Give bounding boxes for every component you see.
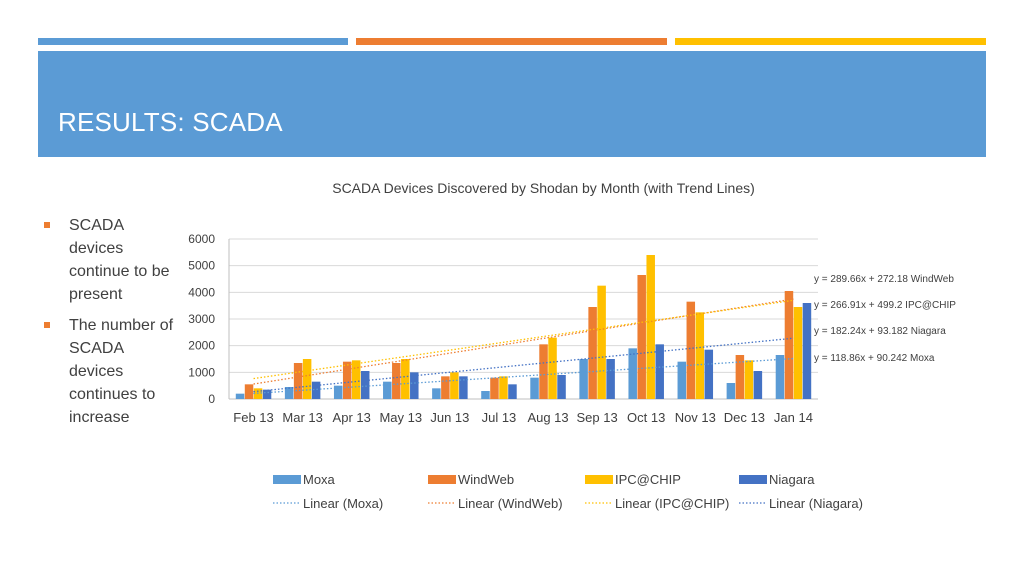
y-tick-label: 5000: [188, 259, 215, 273]
slide-title: RESULTS: SCADA: [58, 107, 283, 137]
y-tick-label: 1000: [188, 365, 215, 379]
bar-niagara: [508, 384, 517, 399]
bar-ipc-chip: [744, 360, 754, 399]
bar-moxa: [775, 355, 785, 399]
legend-label: Moxa: [303, 472, 336, 487]
x-tick-label: May 13: [379, 410, 422, 425]
bullet-item: The number of SCADA devices continues to…: [44, 314, 174, 429]
bar-moxa: [579, 359, 588, 399]
x-tick-label: Oct 13: [627, 410, 665, 425]
title-band: RESULTS: SCADA: [38, 51, 986, 157]
legend-label: Niagara: [769, 472, 815, 487]
bar-ipc-chip: [793, 307, 803, 399]
bar-niagara: [360, 371, 370, 399]
legend-trendline-label: Linear (Niagara): [769, 496, 863, 511]
bar-ipc-chip: [695, 312, 705, 399]
bar-windweb: [244, 384, 254, 399]
x-tick-label: Apr 13: [333, 410, 371, 425]
x-tick-label: Aug 13: [527, 410, 568, 425]
legend-label: IPC@CHIP: [615, 472, 681, 487]
bar-moxa: [235, 393, 245, 399]
bar-niagara: [655, 344, 664, 399]
bullet-square-icon: [44, 322, 50, 328]
x-tick-label: Jul 13: [482, 410, 517, 425]
bar-windweb: [441, 376, 450, 399]
accent-stripe-yellow: [675, 38, 986, 45]
trendline-equation: y = 118.86x + 90.242 Moxa: [814, 353, 935, 364]
bar-moxa: [481, 391, 490, 399]
bullet-text: The number of SCADA devices continues to…: [69, 317, 174, 426]
bar-niagara: [802, 303, 812, 399]
y-tick-label: 6000: [188, 232, 215, 246]
bar-moxa: [677, 361, 687, 399]
bar-windweb: [342, 361, 352, 399]
legend-swatch: [585, 475, 613, 484]
legend-swatch: [428, 475, 456, 484]
legend-label: WindWeb: [458, 472, 514, 487]
x-tick-label: Dec 13: [724, 410, 765, 425]
bar-windweb: [637, 275, 646, 399]
bar-windweb: [686, 301, 696, 399]
legend-trendline-label: Linear (WindWeb): [458, 496, 563, 511]
y-tick-label: 2000: [188, 339, 215, 353]
bar-ipc-chip: [450, 372, 459, 399]
bar-niagara: [704, 349, 714, 399]
bar-niagara: [311, 381, 321, 399]
bar-moxa: [333, 385, 343, 399]
x-tick-label: Sep 13: [577, 410, 618, 425]
chart-title: SCADA Devices Discovered by Shodan by Mo…: [332, 180, 755, 196]
bar-niagara: [606, 359, 615, 399]
trendline-moxa: [253, 357, 794, 395]
bullet-square-icon: [44, 222, 50, 228]
trendline-equation: y = 182.24x + 93.182 Niagara: [814, 326, 946, 337]
trendline-niagara: [253, 337, 794, 393]
bar-ipc-chip: [351, 360, 361, 399]
accent-stripe-orange: [356, 38, 667, 45]
y-tick-label: 0: [208, 392, 215, 406]
bar-ipc-chip: [548, 337, 557, 399]
bar-moxa: [383, 381, 392, 399]
bar-windweb: [735, 355, 745, 399]
bar-moxa: [530, 377, 539, 399]
bullet-item: SCADA devices continue to be present: [44, 214, 174, 306]
x-tick-label: Jun 13: [430, 410, 469, 425]
legend-trendline-label: Linear (IPC@CHIP): [615, 496, 729, 511]
accent-stripe-blue: [38, 38, 348, 45]
bar-niagara: [262, 389, 272, 399]
bar-windweb: [293, 363, 303, 399]
bar-niagara: [557, 375, 566, 399]
trendline-equation: y = 266.91x + 499.2 IPC@CHIP: [814, 300, 956, 311]
bar-windweb: [392, 363, 401, 399]
bar-niagara: [753, 371, 763, 399]
bar-windweb: [490, 377, 499, 399]
bar-windweb: [784, 291, 794, 399]
bar-ipc-chip: [401, 359, 410, 399]
legend-swatch: [273, 475, 301, 484]
trendline-windweb: [253, 298, 794, 385]
bar-ipc-chip: [646, 255, 655, 399]
trendline-equation: y = 289.66x + 272.18 WindWeb: [814, 274, 954, 285]
bar-ipc-chip: [302, 359, 312, 399]
bar-niagara: [459, 376, 468, 399]
bar-moxa: [726, 383, 736, 399]
bar-windweb: [588, 307, 597, 399]
bar-ipc-chip: [597, 285, 606, 399]
legend-swatch: [739, 475, 767, 484]
bar-niagara: [410, 372, 419, 399]
x-tick-label: Jan 14: [774, 410, 813, 425]
bullet-list: SCADA devices continue to be present The…: [44, 214, 174, 437]
y-tick-label: 3000: [188, 312, 215, 326]
bar-moxa: [284, 387, 294, 399]
x-tick-label: Feb 13: [233, 410, 273, 425]
x-tick-label: Nov 13: [675, 410, 716, 425]
legend-trendline-label: Linear (Moxa): [303, 496, 383, 511]
bar-windweb: [539, 344, 548, 399]
bar-moxa: [628, 348, 637, 399]
bar-moxa: [432, 388, 441, 399]
y-tick-label: 4000: [188, 285, 215, 299]
x-tick-label: Mar 13: [282, 410, 322, 425]
bar-ipc-chip: [499, 376, 508, 399]
bullet-text: SCADA devices continue to be present: [69, 217, 170, 303]
